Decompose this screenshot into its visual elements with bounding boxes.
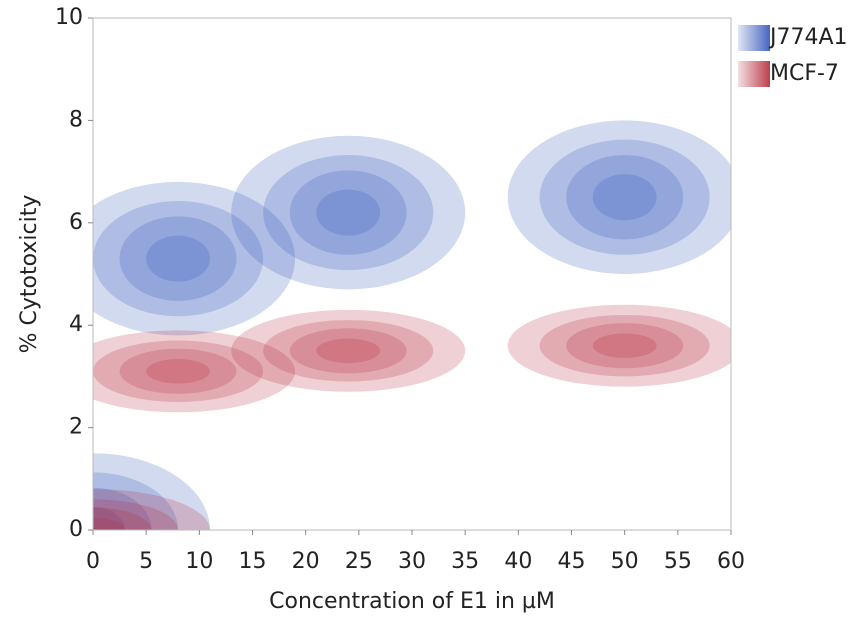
x-tick-label: 0: [86, 549, 100, 574]
density-contour: [507, 120, 731, 274]
x-tick-label: 5: [139, 549, 153, 574]
legend-label: J774A1: [768, 25, 848, 50]
density-contour: [93, 181, 295, 336]
x-axis-label: Concentration of E1 in µM: [269, 589, 555, 614]
y-tick-label: 4: [69, 312, 83, 337]
density-contour: [146, 358, 210, 384]
density-contour: [566, 154, 684, 240]
density-contour: [93, 453, 210, 530]
density-contour: [93, 507, 152, 530]
legend-swatch: [738, 61, 770, 87]
density-contour: [119, 216, 237, 301]
y-tick-label: 0: [69, 517, 83, 542]
density-contour: [93, 499, 179, 530]
density-contour: [592, 333, 657, 358]
x-tick-label: 50: [611, 549, 639, 574]
x-tick-label: 45: [558, 549, 586, 574]
density-contour: [316, 189, 381, 236]
density-contour: [231, 309, 466, 392]
density-contour: [566, 323, 684, 369]
x-tick-label: 35: [451, 549, 479, 574]
density-contour: [263, 154, 434, 271]
x-tick-label: 25: [345, 549, 373, 574]
density-contour: [93, 340, 264, 402]
x-tick-label: 30: [398, 549, 426, 574]
y-tick-label: 10: [55, 5, 83, 30]
density-contour: [93, 517, 125, 530]
density-contour: [93, 330, 295, 413]
y-tick-label: 8: [69, 107, 83, 132]
density-contour: [146, 235, 210, 282]
x-tick-label: 60: [717, 549, 745, 574]
density-contour: [289, 170, 407, 255]
density-contour: [539, 314, 710, 377]
x-tick-label: 40: [504, 549, 532, 574]
plot-area: [93, 120, 731, 530]
x-tick-label: 55: [664, 549, 692, 574]
density-contour: [316, 338, 381, 364]
density-contour: [93, 489, 210, 530]
x-tick-label: 10: [185, 549, 213, 574]
density-contour: [539, 139, 710, 255]
density-contour: [289, 328, 407, 374]
density-contour: [119, 348, 237, 394]
density-contour: [93, 487, 152, 530]
y-axis-label: % Cytotoxicity: [17, 195, 42, 354]
y-tick-label: 6: [69, 210, 83, 235]
density-contour: [231, 135, 466, 290]
density-contour: [507, 304, 731, 387]
density-contour: [93, 201, 264, 317]
x-tick-label: 20: [292, 549, 320, 574]
legend-swatch: [738, 25, 770, 51]
density-contour: [263, 320, 434, 382]
density-contour: [93, 506, 125, 530]
density-contour: [592, 174, 657, 221]
y-tick-label: 2: [69, 415, 83, 440]
density-contour: [93, 472, 179, 530]
x-tick-label: 15: [239, 549, 267, 574]
legend-label: MCF-7: [770, 61, 839, 86]
